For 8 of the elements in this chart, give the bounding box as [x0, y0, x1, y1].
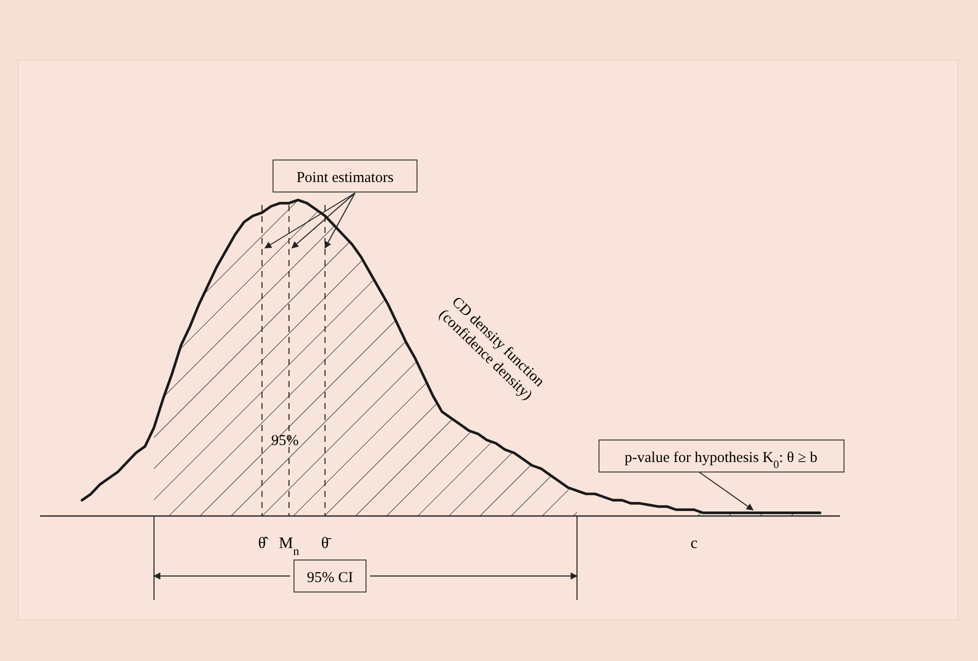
annotation: 95%: [271, 433, 299, 449]
annotation: p-value for hypothesis K$_{0}$: θ ≥ b: [624, 450, 818, 471]
x-tick-label: θ̄: [321, 535, 332, 552]
text: Point estimators: [296, 170, 394, 186]
x-tick-label: M$_{n}$: [278, 535, 300, 558]
x-tick-label: c: [690, 535, 698, 552]
x-tick-label: θ̂: [258, 535, 269, 552]
text: 95% CI: [306, 570, 354, 586]
